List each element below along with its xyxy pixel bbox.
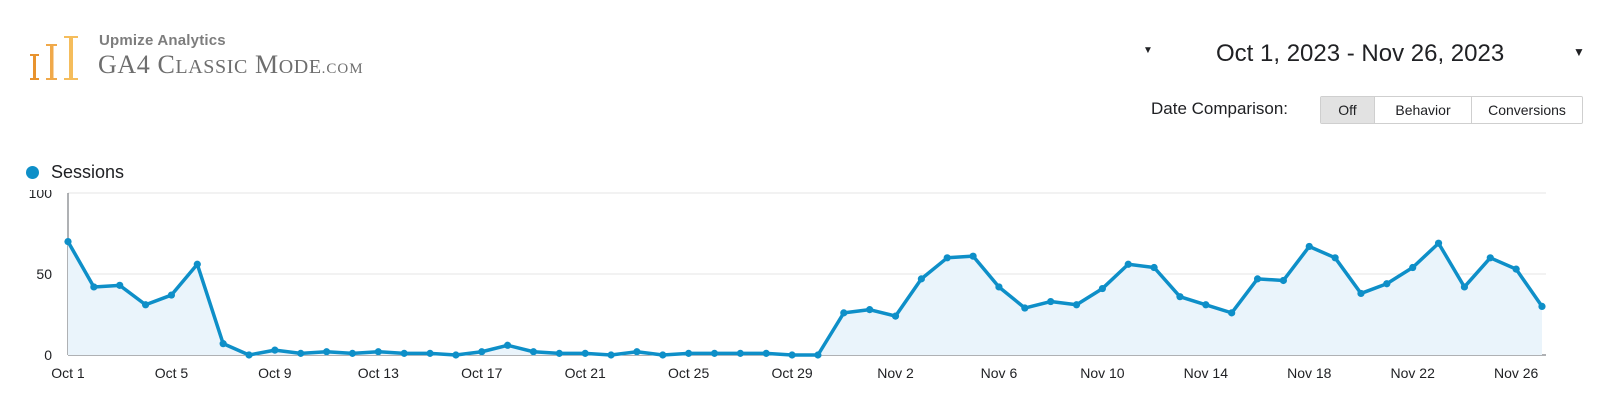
data-point — [504, 341, 512, 349]
x-tick-label: Nov 6 — [981, 365, 1018, 381]
data-point — [478, 348, 486, 356]
sessions-chart: 0 50 100 Oct 1 Oct 5 Oct 9 Oct 13 Oct 17 Oct 21 O… — [29, 190, 1546, 381]
data-point — [167, 291, 176, 299]
data-point — [891, 312, 900, 320]
caret-down-icon[interactable]: ▼ — [1143, 45, 1153, 56]
data-point — [840, 309, 848, 317]
data-point — [995, 283, 1003, 291]
data-point — [1434, 239, 1443, 247]
caret-down-icon[interactable]: ▼ — [1573, 45, 1585, 59]
columns-logo-icon — [30, 36, 78, 80]
data-point — [1021, 304, 1029, 312]
y-tick-label: 100 — [29, 190, 53, 201]
data-point — [555, 349, 563, 357]
x-tick-label: Nov 18 — [1287, 365, 1332, 381]
brand-company-name: Upmize Analytics — [99, 32, 226, 49]
date-comparison-toggle: Off Behavior Conversions — [1320, 96, 1583, 124]
x-tick-label: Nov 10 — [1080, 365, 1125, 381]
data-point — [1228, 309, 1236, 317]
data-point — [348, 349, 357, 357]
data-point — [141, 301, 150, 309]
sessions-line — [66, 239, 1544, 357]
legend-label-sessions: Sessions — [51, 162, 125, 182]
data-point — [943, 254, 951, 262]
data-point — [1098, 284, 1106, 293]
data-point — [607, 351, 615, 359]
x-tick-label: Oct 25 — [668, 365, 709, 381]
data-point — [866, 306, 874, 314]
legend-marker — [26, 166, 39, 179]
brand-product-name: GA4 CLASSIC MODE.COM — [98, 50, 364, 79]
comparison-off-button[interactable]: Off — [1321, 97, 1375, 123]
brand-logo: Upmize Analytics GA4 CLASSIC MODE.COM — [30, 30, 450, 90]
data-point — [219, 340, 227, 348]
data-point — [814, 351, 822, 359]
data-point — [452, 351, 460, 359]
data-point — [1409, 263, 1417, 272]
data-point — [1176, 293, 1184, 301]
data-point — [193, 260, 201, 268]
x-tick-label: Oct 17 — [461, 365, 502, 381]
data-point — [297, 349, 305, 357]
data-point — [1512, 265, 1520, 273]
x-tick-label: Nov 14 — [1184, 365, 1229, 381]
data-point — [1305, 242, 1313, 251]
data-point — [1202, 301, 1210, 309]
data-point — [1279, 276, 1287, 285]
date-comparison-label: Date Comparison: — [1151, 99, 1289, 118]
x-tick-label: Oct 1 — [51, 365, 85, 381]
data-point — [64, 238, 72, 246]
data-point — [1253, 275, 1262, 283]
x-tick-label: Oct 13 — [358, 365, 399, 381]
x-tick-label: Oct 21 — [565, 365, 606, 381]
comparison-behavior-button[interactable]: Behavior — [1375, 97, 1472, 123]
data-point — [1072, 301, 1081, 309]
data-point — [659, 351, 667, 359]
data-point — [529, 348, 538, 356]
data-point — [90, 283, 98, 291]
data-point — [1460, 283, 1469, 291]
data-point — [736, 349, 744, 357]
data-point — [323, 348, 331, 356]
data-point — [1331, 254, 1339, 262]
data-point — [245, 351, 253, 359]
x-tick-label: Oct 5 — [155, 365, 189, 381]
x-tick-label: Oct 29 — [771, 365, 812, 381]
data-point — [969, 252, 977, 260]
data-point — [917, 275, 925, 283]
data-point — [581, 349, 589, 357]
data-point — [1538, 302, 1546, 310]
date-range-picker[interactable]: Oct 1, 2023 - Nov 26, 2023 — [1216, 40, 1505, 67]
sessions-area — [68, 241, 1542, 355]
data-point — [374, 348, 382, 356]
y-tick-label: 0 — [44, 347, 52, 363]
data-point — [400, 349, 408, 357]
data-point — [788, 351, 796, 359]
x-tick-label: Nov 22 — [1391, 365, 1436, 381]
x-tick-label: Nov 2 — [877, 365, 914, 381]
data-point — [271, 346, 279, 354]
data-point — [1357, 289, 1365, 298]
x-tick-label: Oct 9 — [258, 365, 292, 381]
data-point — [1383, 280, 1391, 288]
comparison-conversions-button[interactable]: Conversions — [1472, 97, 1582, 123]
x-tick-label: Nov 26 — [1494, 365, 1539, 381]
data-point — [633, 348, 641, 356]
data-point — [710, 349, 719, 357]
data-point — [426, 349, 434, 357]
data-point — [1486, 254, 1494, 262]
y-tick-label: 50 — [36, 266, 52, 282]
data-point — [762, 349, 770, 357]
chart-legend: Sessions — [26, 162, 124, 183]
data-point — [685, 349, 693, 357]
data-point — [116, 281, 124, 289]
data-point — [1124, 260, 1132, 268]
data-point — [1047, 297, 1055, 306]
data-point — [1150, 263, 1158, 272]
